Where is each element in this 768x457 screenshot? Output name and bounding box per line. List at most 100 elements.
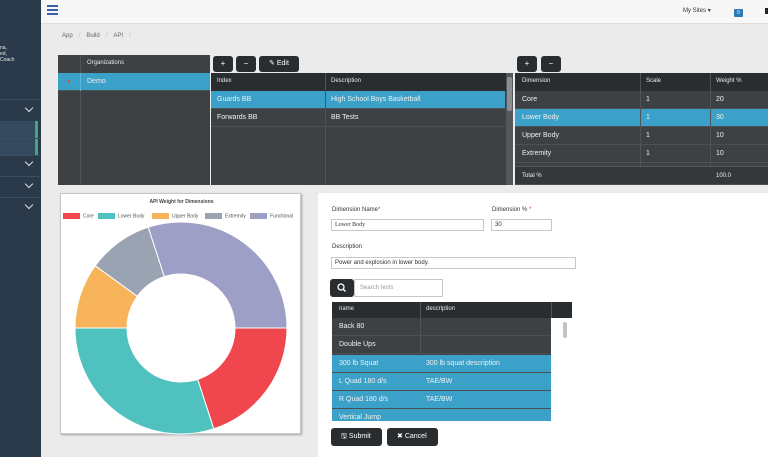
hamburger-menu-icon[interactable]: [47, 5, 58, 15]
legend-label: Functional: [270, 213, 294, 220]
top-bar: My Sites ▾ 0: [41, 0, 768, 24]
test-name-cell: Vertical Jump: [339, 414, 382, 421]
dimension-name-label: Dimension Name*: [332, 207, 381, 213]
user-icon[interactable]: [765, 8, 768, 14]
dimension-pct-input[interactable]: 30: [491, 219, 552, 231]
organizations-header: Organizations: [87, 60, 125, 66]
test-row[interactable]: Vertical Jump: [332, 409, 551, 421]
legend-item[interactable]: Functional: [250, 213, 293, 219]
add-dimension-button[interactable]: +: [517, 56, 537, 72]
legend-label: Core: [83, 213, 94, 220]
test-row[interactable]: R Quad 180 d/s TAE/BW: [332, 391, 551, 409]
dimension-row[interactable]: Upper Body 1 10: [515, 127, 768, 145]
legend-label: Extremity: [225, 213, 246, 220]
index-cell: Forwards BB: [217, 114, 258, 121]
donut-slice-lower-body[interactable]: [74, 327, 215, 435]
chevron-down-icon[interactable]: [24, 103, 34, 113]
test-row[interactable]: 300 lb Squat 300 lb squat description: [332, 355, 551, 373]
legend-swatch: [205, 213, 222, 219]
scale-cell: 1: [646, 114, 650, 121]
legend-item[interactable]: Core: [63, 213, 94, 219]
donut-slice-functional[interactable]: [147, 221, 288, 329]
test-name-cell: Double Ups: [339, 341, 376, 348]
test-row[interactable]: L Quad 180 d/s TAE/BW: [332, 373, 551, 391]
add-index-button[interactable]: +: [213, 56, 233, 72]
column-header-scale: Scale: [646, 78, 662, 84]
dimension-total-row: Total % 100.0: [515, 166, 768, 185]
index-row[interactable]: Forwards BB BB Tests: [211, 109, 505, 127]
notification-badge[interactable]: 0: [734, 9, 743, 17]
donut-slice-core[interactable]: [197, 327, 288, 430]
remove-dimension-button[interactable]: −: [541, 56, 561, 72]
index-row[interactable]: Guards BB High School Boys Basketball: [211, 91, 505, 109]
test-name-cell: 300 lb Squat: [339, 360, 379, 367]
legend-item[interactable]: Extremity: [205, 213, 246, 219]
breadcrumb: App / Build / API /: [62, 33, 131, 39]
index-grid: Index Description Guards BB High School …: [211, 73, 513, 185]
sidebar-divider: [0, 176, 41, 177]
my-sites-dropdown[interactable]: My Sites ▾: [683, 7, 711, 14]
breadcrumb-item[interactable]: App: [62, 33, 73, 39]
description-cell: BB Tests: [331, 114, 359, 121]
cancel-button[interactable]: ✖ Cancel: [387, 428, 438, 446]
test-row[interactable]: Double Ups: [332, 336, 551, 354]
edit-label: Edit: [276, 60, 289, 67]
remove-index-button[interactable]: −: [236, 56, 256, 72]
index-cell: Guards BB: [217, 96, 252, 103]
breadcrumb-item[interactable]: API: [113, 33, 124, 39]
test-row[interactable]: Back 80: [332, 318, 551, 336]
weight-cell: 10: [716, 150, 724, 157]
dimension-grid: Dimension Scale Weight % Core 1 20 Lower…: [515, 73, 768, 185]
scroll-thumb[interactable]: [507, 77, 512, 111]
breadcrumb-item[interactable]: Build: [86, 33, 100, 39]
organizations-panel: Organizations ● Demo: [58, 55, 210, 185]
weight-cell: 30: [716, 114, 724, 121]
edit-index-button[interactable]: ✎ Edit: [259, 56, 299, 72]
dimension-row[interactable]: Lower Body 1 30: [515, 109, 768, 127]
weight-cell: 20: [716, 96, 724, 103]
test-name-cell: L Quad 180 d/s: [339, 378, 387, 385]
dimension-row[interactable]: Extremity 1 10: [515, 145, 768, 163]
save-icon: 🖫: [341, 433, 347, 440]
legend-item[interactable]: Lower Body: [98, 213, 144, 219]
chevron-down-icon[interactable]: [24, 157, 34, 167]
column-header-weight: Weight %: [716, 78, 742, 84]
test-name-cell: R Quad 180 d/s: [339, 396, 389, 403]
search-button[interactable]: [330, 279, 354, 297]
chart-panel: API Weight for Dimensions Core Lower Body…: [60, 193, 301, 435]
column-header-index: Index: [217, 78, 232, 84]
submit-button[interactable]: 🖫 Submit: [331, 428, 382, 446]
dimension-name-input[interactable]: Lower Body: [331, 219, 484, 231]
organization-name: Demo: [87, 78, 106, 85]
scale-cell: 1: [646, 150, 650, 157]
legend-swatch: [98, 213, 115, 219]
sidebar-text: ed,: [0, 51, 7, 57]
scroll-thumb[interactable]: [563, 322, 567, 338]
column-header-description: Description: [331, 78, 362, 84]
search-tests-input[interactable]: Search tests: [354, 279, 443, 297]
legend-swatch: [152, 213, 169, 219]
sidebar-divider: [0, 138, 41, 139]
legend-label: Upper Body: [172, 213, 199, 220]
dimension-row[interactable]: Core 1 20: [515, 91, 768, 109]
index-scrollbar[interactable]: [506, 73, 513, 185]
chevron-down-icon[interactable]: [24, 179, 34, 189]
dimension-pct-label: Dimension % *: [492, 207, 532, 213]
tests-scroll-area: [551, 318, 572, 421]
description-cell: High School Boys Basketball: [331, 96, 421, 103]
tests-grid: name description Back 80 Double Ups 300 …: [332, 302, 572, 421]
test-description-cell: TAE/BW: [426, 396, 453, 403]
total-value: 100.0: [716, 173, 732, 179]
chevron-down-icon[interactable]: [24, 200, 34, 210]
test-description-cell: 300 lb squat description: [426, 360, 500, 367]
legend-swatch: [63, 213, 80, 219]
description-input[interactable]: Power and explosion in lower body.: [331, 257, 576, 269]
dimension-cell: Core: [522, 96, 538, 103]
close-icon: ✖: [397, 433, 403, 440]
dimension-cell: Upper Body: [522, 132, 559, 139]
organization-row[interactable]: ● Demo: [58, 73, 210, 91]
edit-icon: ✎: [269, 60, 275, 67]
legend-item[interactable]: Upper Body: [152, 213, 198, 219]
test-name-cell: Back 80: [339, 323, 365, 330]
legend-label: Lower Body: [118, 213, 145, 220]
